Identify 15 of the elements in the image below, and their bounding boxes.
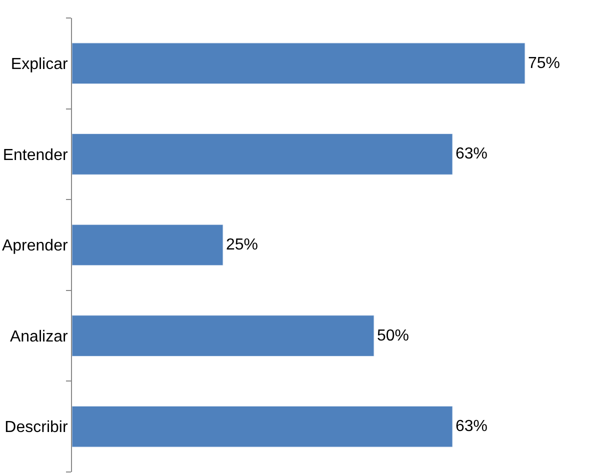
bar: [72, 406, 453, 448]
bar: [72, 315, 374, 356]
y-tick-label: Describir: [4, 419, 68, 436]
bar: [72, 134, 453, 175]
y-tick-label: Entender: [2, 146, 68, 164]
data-label: 50%: [376, 327, 410, 344]
bar: [72, 224, 224, 266]
data-label: 63%: [456, 418, 488, 436]
y-tick-label: Aprender: [2, 238, 68, 255]
data-label: 63%: [456, 146, 488, 163]
bar: [72, 42, 526, 84]
data-label: 25%: [226, 236, 258, 254]
data-label: 75%: [528, 54, 560, 72]
y-tick-label: Explicar: [10, 56, 68, 73]
y-tick-label: Analizar: [10, 328, 68, 346]
